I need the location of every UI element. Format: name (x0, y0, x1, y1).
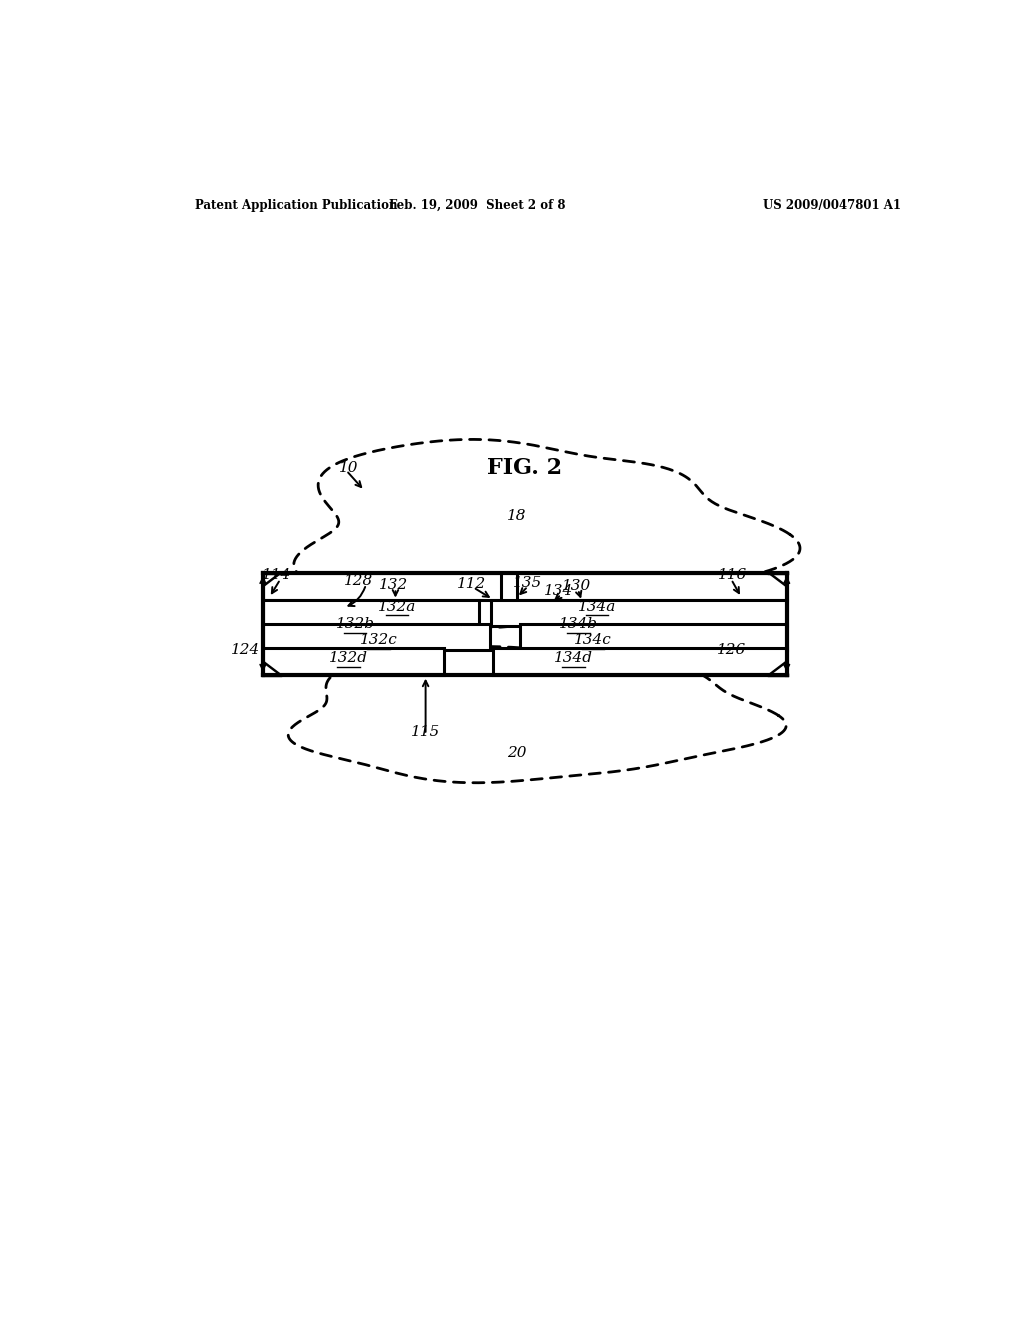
Text: 134: 134 (545, 585, 573, 598)
Bar (263, 624, 489, 651)
Text: 126: 126 (717, 643, 745, 657)
Text: 134c: 134c (574, 634, 612, 647)
Text: 132c: 132c (359, 634, 397, 647)
Text: 128: 128 (344, 574, 374, 589)
Text: 134a: 134a (578, 599, 616, 614)
Bar (492, 599, 786, 626)
Text: 132b: 132b (336, 616, 375, 631)
Bar (520, 624, 786, 651)
Text: 124: 124 (230, 643, 260, 657)
Text: US 2009/0047801 A1: US 2009/0047801 A1 (763, 198, 901, 211)
Text: 114: 114 (262, 568, 291, 582)
Text: 134d: 134d (554, 652, 593, 665)
Text: 132: 132 (379, 578, 409, 593)
Text: 132a: 132a (378, 599, 416, 614)
Text: 134b: 134b (559, 616, 598, 631)
Text: 112: 112 (457, 577, 486, 591)
Bar (263, 599, 479, 626)
Bar (517, 573, 786, 599)
Text: Feb. 19, 2009  Sheet 2 of 8: Feb. 19, 2009 Sheet 2 of 8 (389, 198, 565, 211)
Text: Patent Application Publication: Patent Application Publication (196, 198, 398, 211)
Bar (263, 648, 443, 675)
Text: 130: 130 (562, 579, 591, 593)
Text: 132d: 132d (329, 652, 368, 665)
Text: FIG. 2: FIG. 2 (487, 458, 562, 479)
Text: 10: 10 (339, 462, 358, 475)
Text: 116: 116 (718, 568, 748, 582)
Text: 20: 20 (507, 746, 526, 760)
Text: 135: 135 (513, 577, 542, 590)
Bar (263, 573, 501, 599)
Text: 115: 115 (411, 725, 440, 739)
Bar (494, 648, 786, 675)
Text: 18: 18 (507, 510, 526, 523)
